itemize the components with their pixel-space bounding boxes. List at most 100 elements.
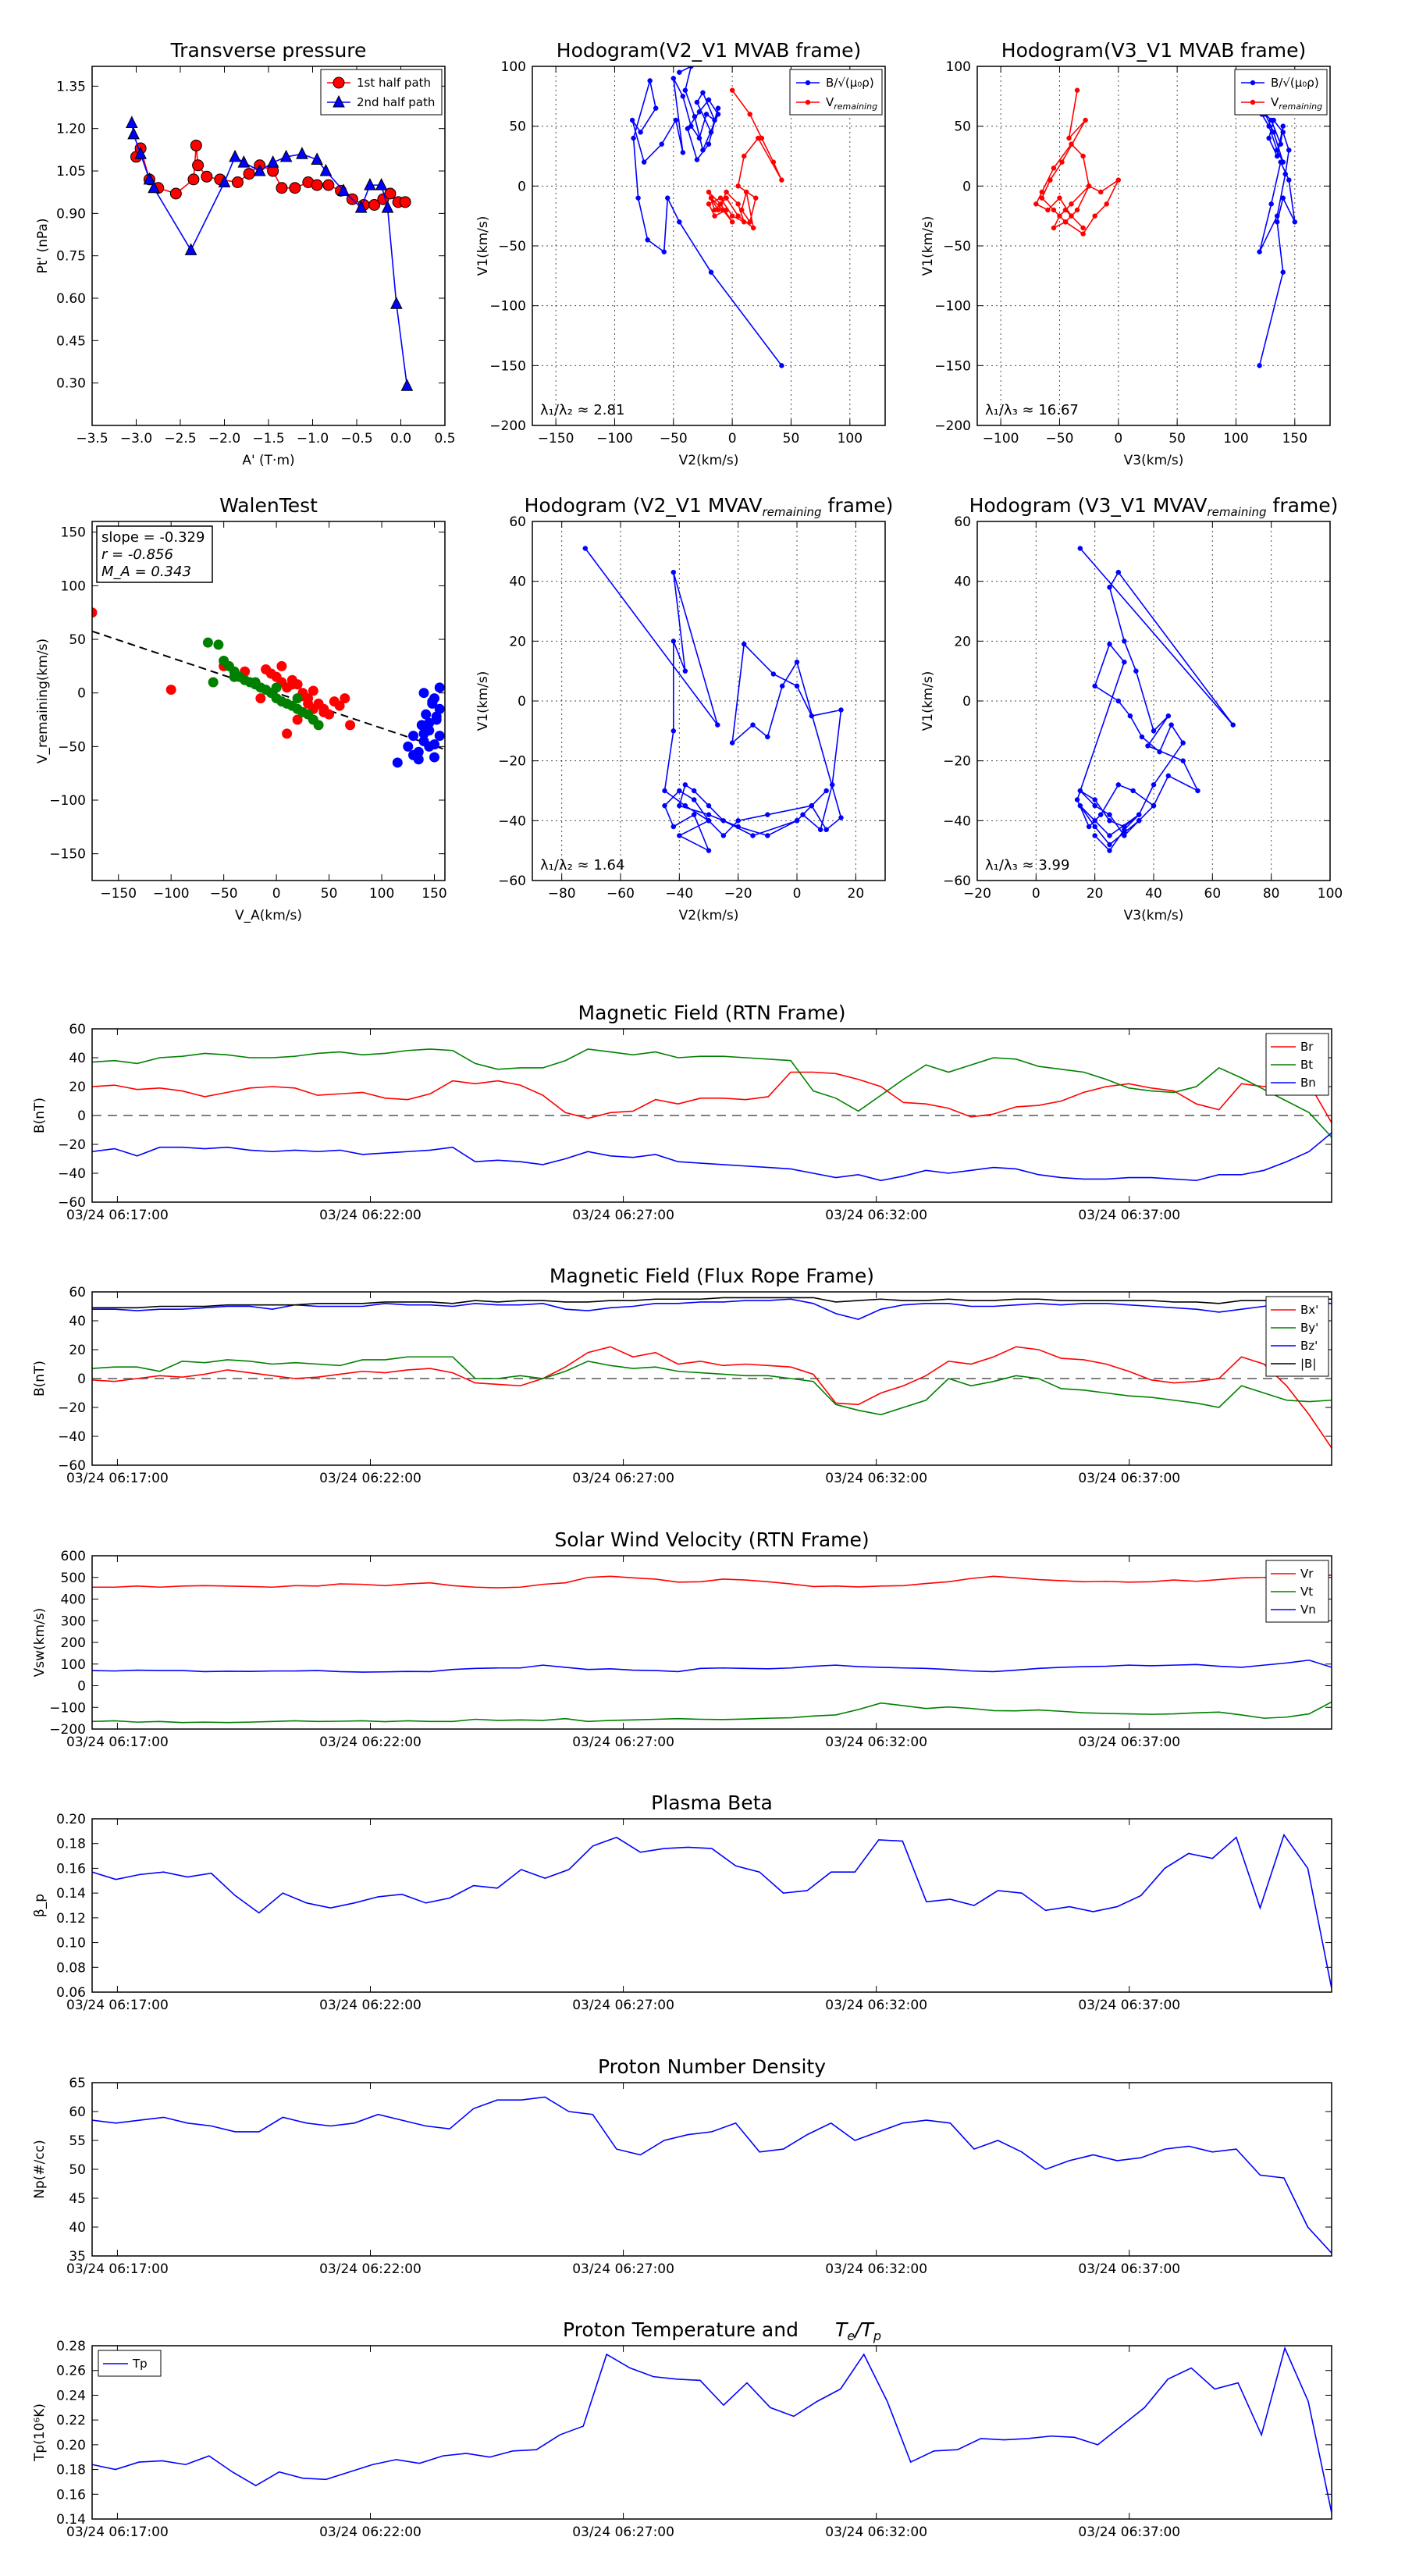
walen_test-panel: −150 −100 −50 0 50 100 150 −150 −100 −50 0 50 100 150… — [35, 494, 447, 923]
data-point — [750, 722, 756, 728]
data-point — [703, 112, 710, 117]
x-tick-label: 03/24 06:27:00 — [572, 1735, 674, 1750]
data-point — [187, 173, 200, 186]
y-tick-label: 0.20 — [56, 1812, 86, 1827]
data-point — [779, 177, 784, 183]
data-point — [1145, 743, 1151, 749]
data-point — [682, 802, 688, 809]
plot-area — [92, 1297, 1332, 1449]
y-tick-label: −60 — [498, 873, 526, 889]
data-point — [647, 78, 653, 84]
data-point — [202, 637, 213, 648]
x-tick-label: 20 — [1087, 886, 1104, 902]
data-point — [431, 711, 442, 722]
y-tick-label: 20 — [69, 1343, 86, 1358]
data-point — [286, 679, 297, 690]
hodogram_v2_v1_mvab-panel: −150 −100 −50 0 50 100 −200 −150 −100 −50 0 50 100 Ho… — [475, 39, 886, 468]
axes-frame — [532, 521, 886, 881]
y-tick-label: −50 — [58, 739, 86, 755]
x-tick-label: 0 — [793, 886, 802, 902]
data-point — [190, 139, 202, 151]
axes-frame — [91, 1291, 1332, 1466]
data-point — [706, 189, 712, 195]
x-tick-label: 03/24 06:17:00 — [66, 1735, 169, 1750]
data-point — [635, 195, 641, 201]
y-tick-label: 20 — [509, 634, 526, 649]
hodogram_v3_v1_mvab-panel: −100 −50 0 50 100 150 −200 −150 −100 −50 0 50 100 Hod… — [920, 39, 1331, 468]
data-point — [1130, 788, 1136, 794]
data-point — [735, 818, 741, 824]
proton_density-panel: 03/24 06:17:00 03/24 06:22:00 03/24 06:27:… — [32, 2055, 1332, 2277]
data-point — [641, 159, 647, 165]
data-point — [276, 660, 287, 671]
eigen-ratio-annotation: λ₁/λ₃ ≈ 16.67 — [985, 402, 1079, 418]
x-tick-label: 03/24 06:27:00 — [572, 1208, 674, 1223]
data-point — [677, 833, 682, 838]
y-tick-label: 20 — [69, 1080, 86, 1095]
data-point — [809, 802, 815, 809]
x-tick-label: 03/24 06:22:00 — [319, 1998, 422, 2013]
axes-frame — [91, 521, 446, 881]
y-tick-label: −50 — [943, 239, 971, 254]
x-tick-label: −2.5 — [164, 431, 196, 447]
data-point — [408, 749, 419, 760]
data-point — [715, 207, 721, 213]
data-point — [794, 659, 800, 665]
series-line-vt — [92, 1701, 1332, 1724]
data-point — [738, 207, 745, 213]
y-tick-label: 0 — [962, 694, 971, 710]
data-point — [823, 827, 829, 833]
chart-title: Hodogram (V3_V1 MVAVremaining frame) — [969, 494, 1339, 519]
data-point — [638, 130, 643, 135]
data-point — [381, 200, 394, 213]
x-tick-label: 03/24 06:22:00 — [319, 1208, 422, 1223]
mag_fluxrope-panel: 03/24 06:17:00 03/24 06:22:00 03/24 06:27:… — [32, 1265, 1332, 1486]
data-point — [1069, 201, 1074, 207]
data-point — [1074, 797, 1080, 802]
data-point — [715, 105, 721, 111]
data-point — [1157, 749, 1162, 755]
data-point — [756, 135, 761, 141]
x-tick-label: 03/24 06:22:00 — [319, 2261, 422, 2277]
legend: Tp — [98, 2350, 162, 2377]
plasma_beta-panel: 03/24 06:17:00 03/24 06:22:00 03/24 06:27:… — [32, 1791, 1332, 2013]
data-point — [229, 149, 241, 162]
data-point — [208, 677, 219, 688]
data-point — [692, 114, 698, 119]
title-text: frame) — [822, 494, 894, 517]
y-tick-label: 100 — [61, 1657, 86, 1673]
data-point — [289, 182, 301, 194]
series-line-bn — [92, 1132, 1332, 1182]
y-tick-label: 0 — [77, 1679, 86, 1695]
data-point — [665, 195, 670, 201]
data-point — [1107, 848, 1112, 853]
eigen-ratio-annotation: λ₁/λ₂ ≈ 2.81 — [540, 402, 624, 418]
data-point — [1104, 201, 1109, 207]
x-tick-label: 03/24 06:37:00 — [1078, 1998, 1180, 2013]
y-tick-label: −20 — [58, 1400, 86, 1416]
data-point — [1097, 812, 1104, 817]
legend-label: |B| — [1300, 1357, 1316, 1371]
y-tick-label: 600 — [61, 1549, 86, 1564]
data-point — [1115, 569, 1122, 575]
data-point — [1077, 802, 1083, 809]
data-point — [1092, 797, 1097, 802]
data-point — [694, 157, 700, 162]
data-point — [1274, 213, 1280, 219]
data-point — [747, 219, 752, 225]
data-point — [1077, 788, 1083, 794]
series-line-2nd-half-path — [131, 123, 408, 386]
data-point — [706, 848, 712, 853]
y-tick-label: 20 — [954, 634, 971, 649]
data-point — [429, 739, 440, 750]
data-point — [92, 607, 98, 618]
x-tick-label: 03/24 06:37:00 — [1078, 1208, 1180, 1223]
data-point — [1048, 177, 1053, 183]
x-tick-label: −100 — [596, 431, 633, 447]
data-point — [1139, 734, 1145, 740]
data-point — [1083, 117, 1088, 123]
plot-area — [1074, 546, 1236, 853]
data-point — [1266, 135, 1272, 141]
x-tick-label: 50 — [321, 886, 338, 902]
data-point — [735, 824, 741, 830]
